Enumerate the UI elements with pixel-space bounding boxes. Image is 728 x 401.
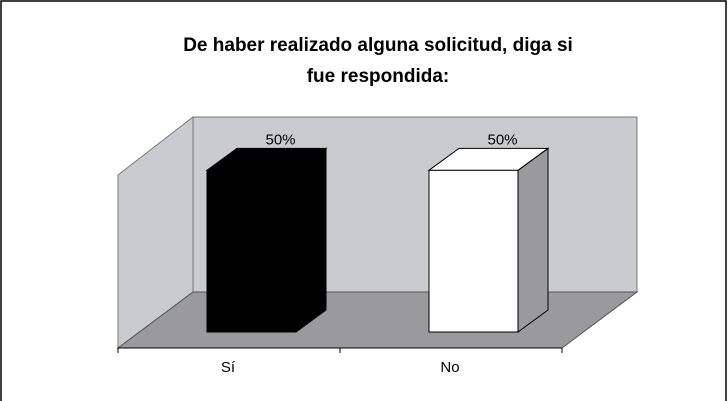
x-tick-label: No [440,359,459,376]
bar-side [517,147,549,333]
floor [116,291,639,349]
data-label: 50% [265,131,295,148]
bar-front [428,169,519,333]
data-label: 50% [487,131,517,148]
bar-front [206,169,297,333]
bar [427,147,550,333]
bar-side [295,147,327,333]
chart-title: De haber realizado alguna solicitud, dig… [183,35,573,87]
bar [205,147,328,333]
x-tick-label: Sí [221,359,236,376]
